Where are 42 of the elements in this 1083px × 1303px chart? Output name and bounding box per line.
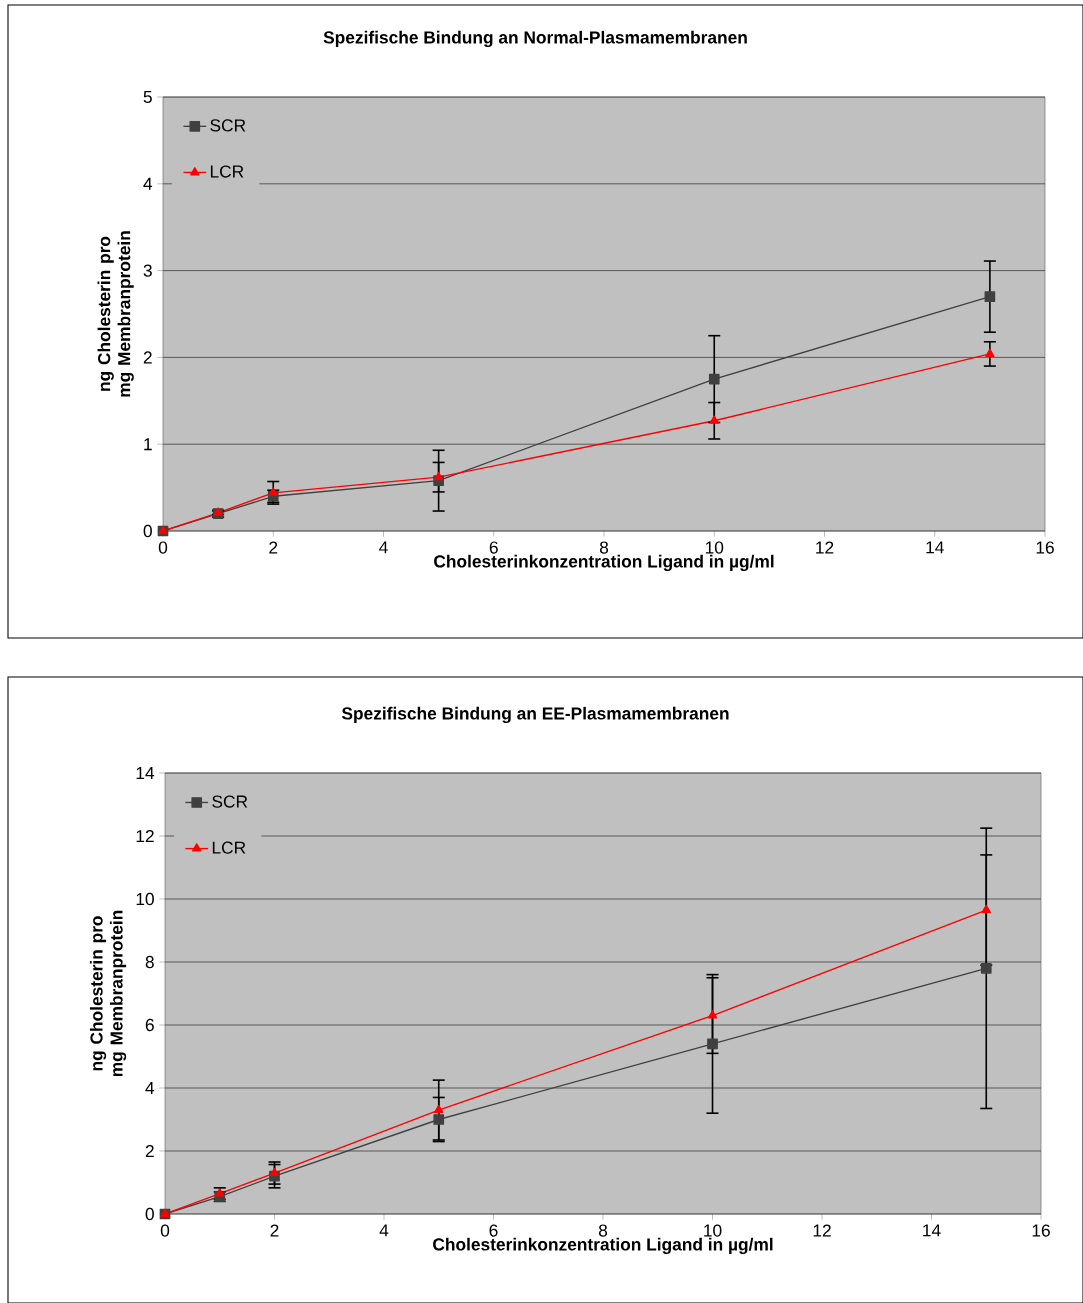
y-tick-label: 10: [136, 892, 154, 906]
y-axis-title: ng Cholesterin pro mg Membranprotein: [97, 231, 134, 397]
y-tick-label: 2: [143, 351, 152, 364]
x-tick-label: 8: [598, 1224, 608, 1237]
x-tick-label: 12: [816, 541, 834, 554]
y-tick-label: 0: [145, 1207, 154, 1221]
y-tick-label: 0: [143, 524, 152, 538]
chart-title: Spezifische Bindung an Normal-Plasmamembranen: [323, 30, 747, 48]
x-tick-label: 8: [599, 541, 609, 554]
y-tick-label: 8: [145, 955, 154, 969]
y-tick-label: 6: [145, 1018, 154, 1032]
x-tick-label: 14: [926, 541, 944, 554]
x-tick-label: 6: [489, 541, 498, 554]
chart-title: Spezifische Bindung an EE-Plasmamembranen: [341, 706, 729, 724]
x-axis-title: Cholesterinkonzentration Ligand in µg/ml: [433, 1237, 773, 1255]
legend-label: SCR: [210, 119, 246, 132]
y-tick-label: 12: [136, 829, 154, 843]
x-tick-label: 14: [923, 1224, 941, 1237]
x-tick-label: 16: [1032, 1224, 1050, 1237]
x-tick-label: 0: [160, 1224, 170, 1237]
x-tick-label: 0: [158, 541, 168, 554]
x-tick-label: 16: [1036, 541, 1054, 554]
x-tick-label: 6: [489, 1224, 498, 1237]
y-axis-title: ng Cholesterin pro mg Membranprotein: [89, 910, 127, 1077]
x-tick-label: 4: [379, 1224, 389, 1237]
legend-label: LCR: [210, 165, 244, 178]
x-tick-label: 2: [270, 1224, 279, 1237]
x-tick-label: 4: [379, 541, 388, 554]
y-tick-label: 5: [143, 90, 152, 104]
legend-label: LCR: [212, 841, 246, 854]
x-tick-label: 10: [705, 541, 724, 554]
x-tick-label: 12: [813, 1224, 831, 1237]
y-tick-label: 14: [136, 767, 155, 779]
y-tick-label: 4: [145, 1082, 155, 1094]
y-tick-label: 1: [144, 438, 152, 451]
x-tick-label: 10: [704, 1224, 722, 1237]
y-tick-label: 3: [143, 264, 152, 277]
legend-label: SCR: [212, 795, 248, 808]
x-axis-title: Cholesterinkonzentration Ligand in µg/ml: [434, 554, 774, 572]
y-tick-label: 4: [143, 177, 153, 190]
y-tick-label: 2: [145, 1144, 154, 1158]
x-tick-label: 2: [269, 541, 278, 554]
